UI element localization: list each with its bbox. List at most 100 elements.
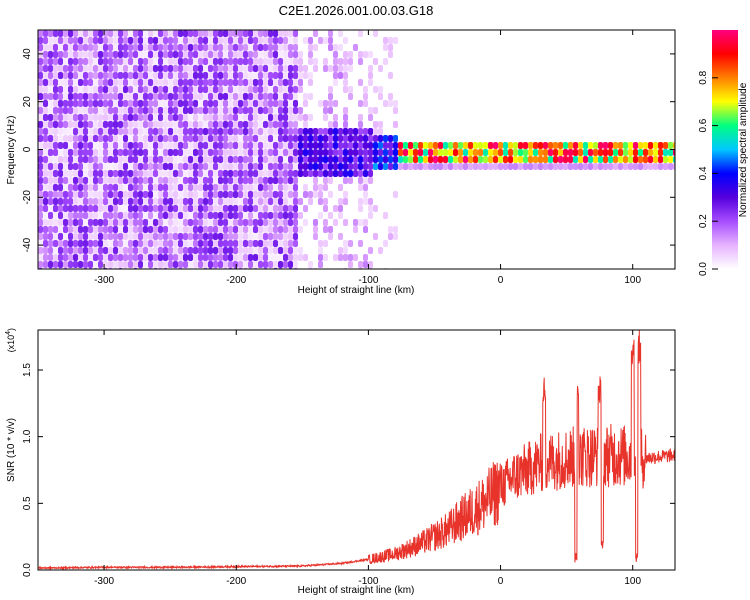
heatmap-cell [48, 37, 53, 44]
heatmap-cell [283, 149, 288, 156]
heatmap-cell [68, 135, 73, 142]
heatmap-cell [53, 233, 58, 240]
heatmap-cell [113, 93, 118, 100]
heatmap-cell [293, 191, 298, 198]
heatmap-cell [48, 135, 53, 142]
heatmap-cell [273, 156, 278, 163]
heatmap-cell [318, 247, 323, 254]
heatmap-cell [73, 79, 78, 86]
heatmap-cell [128, 240, 133, 247]
heatmap-cell [278, 107, 283, 114]
heatmap-cell [113, 114, 118, 121]
heatmap-cell [348, 240, 353, 247]
heatmap-cell [93, 72, 98, 79]
heatmap-cell [208, 170, 213, 177]
heatmap-cell [238, 114, 243, 121]
heatmap-cell [133, 219, 138, 226]
heatmap-cell [153, 100, 158, 107]
heatmap-cell [158, 156, 163, 163]
heatmap-cell [113, 128, 118, 135]
heatmap-cell [108, 65, 113, 72]
heatmap-cell [328, 128, 333, 135]
heatmap-cell [233, 212, 238, 219]
heatmap-cell [63, 254, 68, 261]
heatmap-cell [198, 51, 203, 58]
heatmap-cell [248, 44, 253, 51]
heatmap-cell [473, 142, 478, 149]
heatmap-cell [98, 261, 103, 268]
heatmap-cell [48, 233, 53, 240]
heatmap-cell [173, 51, 178, 58]
heatmap-cell [318, 135, 323, 142]
heatmap-cell [153, 233, 158, 240]
heatmap-cell [123, 261, 128, 268]
heatmap-cell [88, 72, 93, 79]
heatmap-cell [598, 163, 603, 170]
heatmap-cell [628, 149, 633, 156]
heatmap-cell [213, 128, 218, 135]
heatmap-cell [218, 170, 223, 177]
heatmap-cell [48, 205, 53, 212]
heatmap-cell [343, 240, 348, 247]
heatmap-cell [168, 135, 173, 142]
heatmap-cell [328, 170, 333, 177]
heatmap-cell [233, 149, 238, 156]
heatmap-cell [548, 163, 553, 170]
heatmap-cell [278, 44, 283, 51]
heatmap-cell [563, 149, 568, 156]
heatmap-cell [273, 51, 278, 58]
heatmap-cell [223, 240, 228, 247]
heatmap-cell [48, 79, 53, 86]
heatmap-cell [413, 156, 418, 163]
heatmap-cell [233, 184, 238, 191]
heatmap-cell [73, 37, 78, 44]
heatmap-cell [228, 177, 233, 184]
heatmap-cell [123, 93, 128, 100]
heatmap-cell [68, 79, 73, 86]
heatmap-cell [408, 142, 413, 149]
heatmap-cell [298, 254, 303, 261]
heatmap-cell [188, 247, 193, 254]
heatmap-cell [168, 107, 173, 114]
heatmap-cell [38, 240, 43, 247]
heatmap-cell [338, 247, 343, 254]
heatmap-cell [133, 72, 138, 79]
heatmap-cell [208, 261, 213, 268]
heatmap-cell [123, 247, 128, 254]
heatmap-cell [373, 149, 378, 156]
top-y-tick-label: 0 [22, 146, 33, 152]
heatmap-cell [428, 142, 433, 149]
heatmap-cell [473, 163, 478, 170]
heatmap-cell [43, 170, 48, 177]
heatmap-cell [203, 149, 208, 156]
heatmap-cell [373, 128, 378, 135]
top-x-axis-label: Height of straight line (km) [298, 285, 415, 296]
heatmap-cell [63, 107, 68, 114]
heatmap-cell [358, 114, 363, 121]
heatmap-cell [173, 177, 178, 184]
heatmap-cell [178, 247, 183, 254]
heatmap-cell [68, 30, 73, 37]
heatmap-cell [38, 128, 43, 135]
heatmap-cell [393, 149, 398, 156]
heatmap-cell [288, 177, 293, 184]
heatmap-cell [208, 198, 213, 205]
heatmap-cell [543, 142, 548, 149]
heatmap-cell [293, 86, 298, 93]
heatmap-cell [83, 198, 88, 205]
heatmap-cell [253, 72, 258, 79]
heatmap-cell [103, 177, 108, 184]
heatmap-cell [153, 149, 158, 156]
heatmap-cell [68, 100, 73, 107]
heatmap-cell [178, 93, 183, 100]
heatmap-cell [78, 93, 83, 100]
heatmap-cell [73, 107, 78, 114]
heatmap-cell [288, 163, 293, 170]
heatmap-cell [48, 247, 53, 254]
heatmap-cell [283, 72, 288, 79]
heatmap-cell [108, 205, 113, 212]
heatmap-cell [38, 247, 43, 254]
heatmap-cell [143, 114, 148, 121]
heatmap-cell [128, 121, 133, 128]
